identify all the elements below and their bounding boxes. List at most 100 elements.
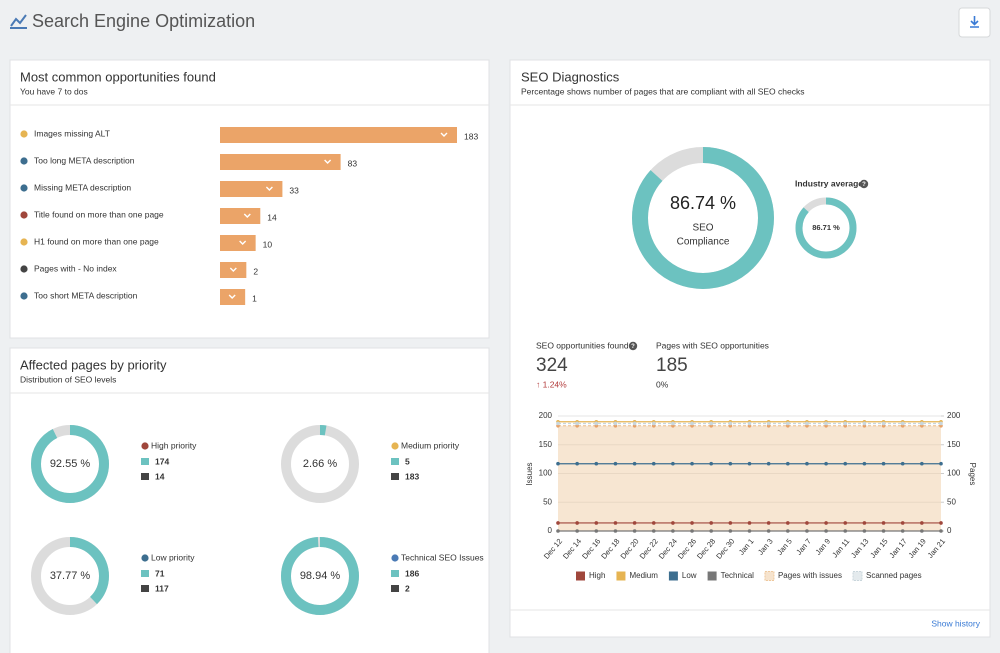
legend-label: Technical (721, 571, 755, 580)
page-title: Search Engine Optimization (32, 11, 255, 31)
point (613, 461, 618, 466)
donut-value: 37.77 % (50, 570, 91, 582)
point (843, 521, 848, 525)
point (556, 521, 560, 525)
point (613, 521, 618, 525)
priority-dot (391, 554, 399, 562)
point (594, 461, 599, 466)
point (939, 421, 943, 426)
industry-title: Industry average (795, 178, 863, 188)
item-value: 1 (252, 293, 257, 303)
point (805, 529, 809, 533)
donut-arc (632, 147, 774, 289)
opportunities-card (9, 59, 490, 339)
icon-without (141, 473, 149, 480)
priority-label: Medium priority (401, 440, 460, 450)
card-title: Most common opportunities found (20, 69, 216, 84)
status-dot (20, 157, 28, 165)
chevron (239, 240, 247, 245)
item-value: 183 (464, 131, 478, 141)
point (575, 529, 579, 533)
point (728, 421, 733, 426)
point (900, 461, 905, 466)
point (728, 529, 733, 533)
point (728, 461, 733, 466)
point (900, 421, 905, 426)
point (556, 529, 560, 533)
stat-change: 0% (656, 379, 669, 389)
icon-with (141, 458, 149, 465)
item-label: Missing META description (34, 182, 131, 192)
point (575, 521, 579, 525)
point (939, 521, 943, 525)
point (709, 521, 713, 525)
point (766, 529, 771, 533)
item-value: 14 (267, 212, 277, 222)
icon-with (391, 458, 399, 465)
pages-with: 174 (155, 456, 169, 466)
point (786, 421, 790, 426)
legend-swatch (852, 571, 863, 581)
priority-label: High priority (151, 440, 197, 450)
y-tick-label: 100 (539, 469, 553, 478)
bar (220, 208, 261, 224)
point (920, 461, 924, 466)
item-value: 83 (348, 158, 358, 168)
point (709, 421, 713, 426)
point (881, 461, 886, 466)
point (690, 521, 694, 525)
legend-swatch (576, 571, 585, 581)
icon-with (391, 570, 399, 577)
point (786, 521, 790, 525)
bar (220, 235, 256, 251)
legend-swatch (707, 571, 717, 581)
show-history-link[interactable]: Show history (931, 618, 980, 628)
point (594, 421, 599, 426)
status-dot (20, 265, 28, 273)
point (824, 461, 828, 466)
item-value: 33 (289, 185, 299, 195)
card-title: SEO Diagnostics (521, 69, 620, 84)
status-dot (20, 184, 28, 192)
point (805, 461, 809, 466)
svg-text:?: ? (631, 344, 635, 350)
compliance-value: 86.74 % (670, 193, 736, 213)
y2-tick-label: 50 (947, 497, 956, 506)
icon-without (391, 585, 399, 592)
compliance-caption: SEO (692, 223, 713, 234)
stat-label: Pages with SEO opportunities (656, 340, 769, 350)
point (766, 521, 771, 525)
pages-with: 186 (405, 568, 419, 578)
pages-without: 14 (155, 471, 165, 481)
point (651, 521, 656, 525)
point (824, 421, 828, 426)
point (920, 521, 924, 525)
item-label: Pages with - No index (34, 263, 117, 273)
point (920, 421, 924, 426)
y-tick-label: 150 (539, 440, 553, 449)
pages-with: 5 (405, 456, 410, 466)
card-subtitle: You have 7 to dos (20, 86, 88, 96)
icon-with (141, 570, 149, 577)
y2-tick-label: 200 (947, 411, 961, 420)
priority-dot (141, 442, 149, 450)
point (900, 521, 905, 525)
point (824, 529, 828, 533)
chevron (440, 132, 448, 137)
point (862, 461, 867, 466)
y-tick-label: 200 (539, 411, 553, 420)
chevron (228, 294, 236, 299)
point (651, 529, 656, 533)
download-button[interactable] (958, 7, 991, 38)
point (766, 421, 771, 426)
item-value: 10 (263, 239, 273, 249)
pages-with: 71 (155, 568, 165, 578)
pages-without: 117 (155, 583, 169, 593)
y-axis-title: Issues (525, 462, 534, 485)
donut-arc (795, 197, 857, 259)
item-label: Too long META description (34, 155, 135, 165)
y-tick-label: 0 (548, 526, 553, 535)
series-area (558, 425, 941, 531)
legend-swatch (668, 571, 678, 581)
